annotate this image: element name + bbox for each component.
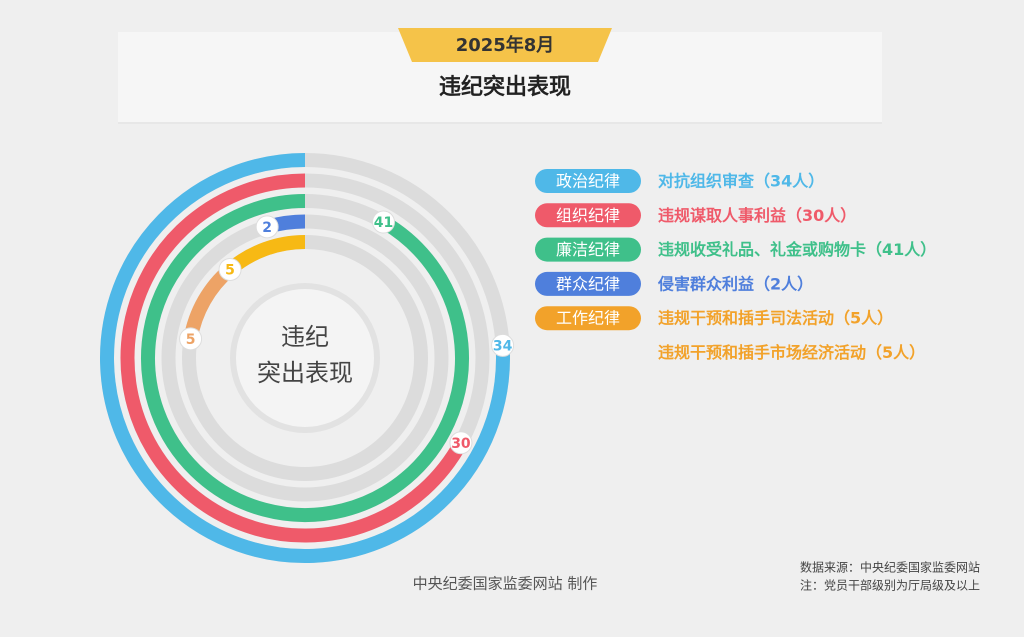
note: 注：党员干部级别为厅局级及以上 [800, 578, 980, 593]
value-badge [491, 333, 515, 357]
legend-pill [535, 169, 641, 193]
legend-name: 廉洁纪律 [556, 240, 620, 259]
value-label: 5 [225, 262, 235, 278]
value-badge [372, 210, 395, 234]
legend-item: 对抗组织审查（34人） [658, 172, 824, 191]
legend-pill [535, 237, 641, 262]
legend-item: 违规谋取人事利益（30人） [658, 206, 856, 225]
legend-item: 违规干预和插手司法活动（5人） [658, 309, 893, 328]
legend-name: 政治纪律 [556, 172, 620, 191]
legend-pill [535, 203, 641, 228]
value-badge [449, 431, 473, 455]
value-badge [255, 215, 279, 239]
value-label: 5 [186, 332, 196, 348]
legend-pill [535, 271, 641, 296]
value-label: 2 [262, 220, 272, 236]
value-label: 30 [451, 436, 471, 452]
center-label: 违纪 [281, 323, 329, 351]
legend-item: 违规收受礼品、礼金或购物卡（41人） [658, 240, 936, 259]
date: 2025年8月 [456, 34, 555, 56]
value-label: 41 [374, 215, 393, 231]
center-disk [230, 283, 380, 433]
value-badge [179, 327, 203, 351]
legend-item: 侵害群众利益（2人） [657, 274, 813, 293]
ring-bar [141, 194, 469, 522]
date-tab [398, 28, 612, 62]
center-label: 突出表现 [257, 359, 353, 387]
value-badge [218, 257, 242, 281]
legend-name: 组织纪律 [556, 206, 620, 225]
ring-bar [100, 153, 510, 563]
legend-pill [535, 306, 641, 331]
source: 数据来源：中央纪委国家监委网站 [800, 560, 980, 575]
ring-bar [120, 173, 468, 543]
chart-title: 违纪突出表现 [439, 74, 571, 100]
legend-name: 群众纪律 [556, 274, 620, 293]
value-label: 34 [493, 338, 513, 354]
ring-bar [225, 235, 306, 275]
legend-name: 工作纪律 [556, 309, 620, 328]
legend-item: 违规干预和插手市场经济活动（5人） [658, 343, 925, 362]
credit: 中央纪委国家监委网站 制作 [413, 575, 598, 593]
